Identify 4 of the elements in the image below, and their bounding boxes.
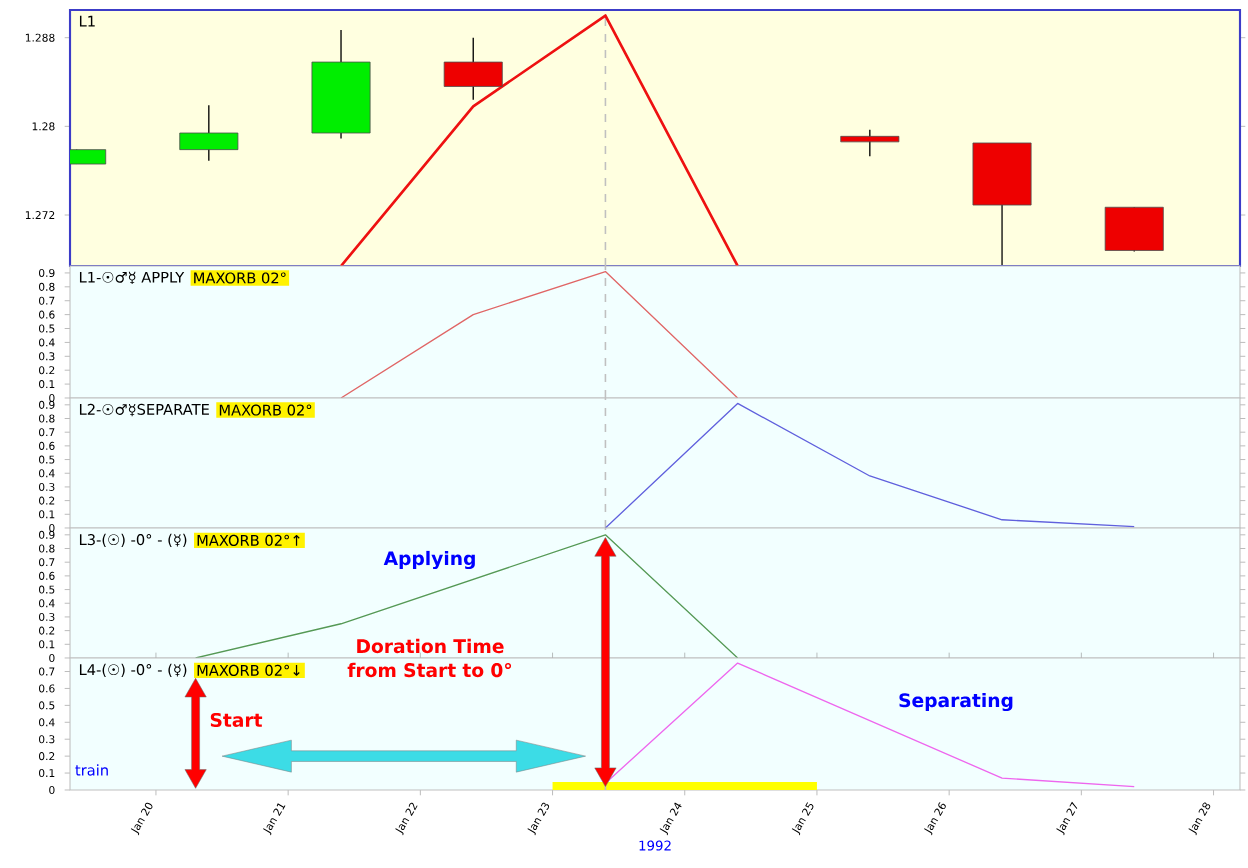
annotation: Applying	[383, 550, 475, 570]
annotation: Start	[210, 712, 263, 728]
annotation: Separating	[899, 692, 1013, 712]
annotation: Doration Time from Start to 0°	[347, 638, 512, 678]
